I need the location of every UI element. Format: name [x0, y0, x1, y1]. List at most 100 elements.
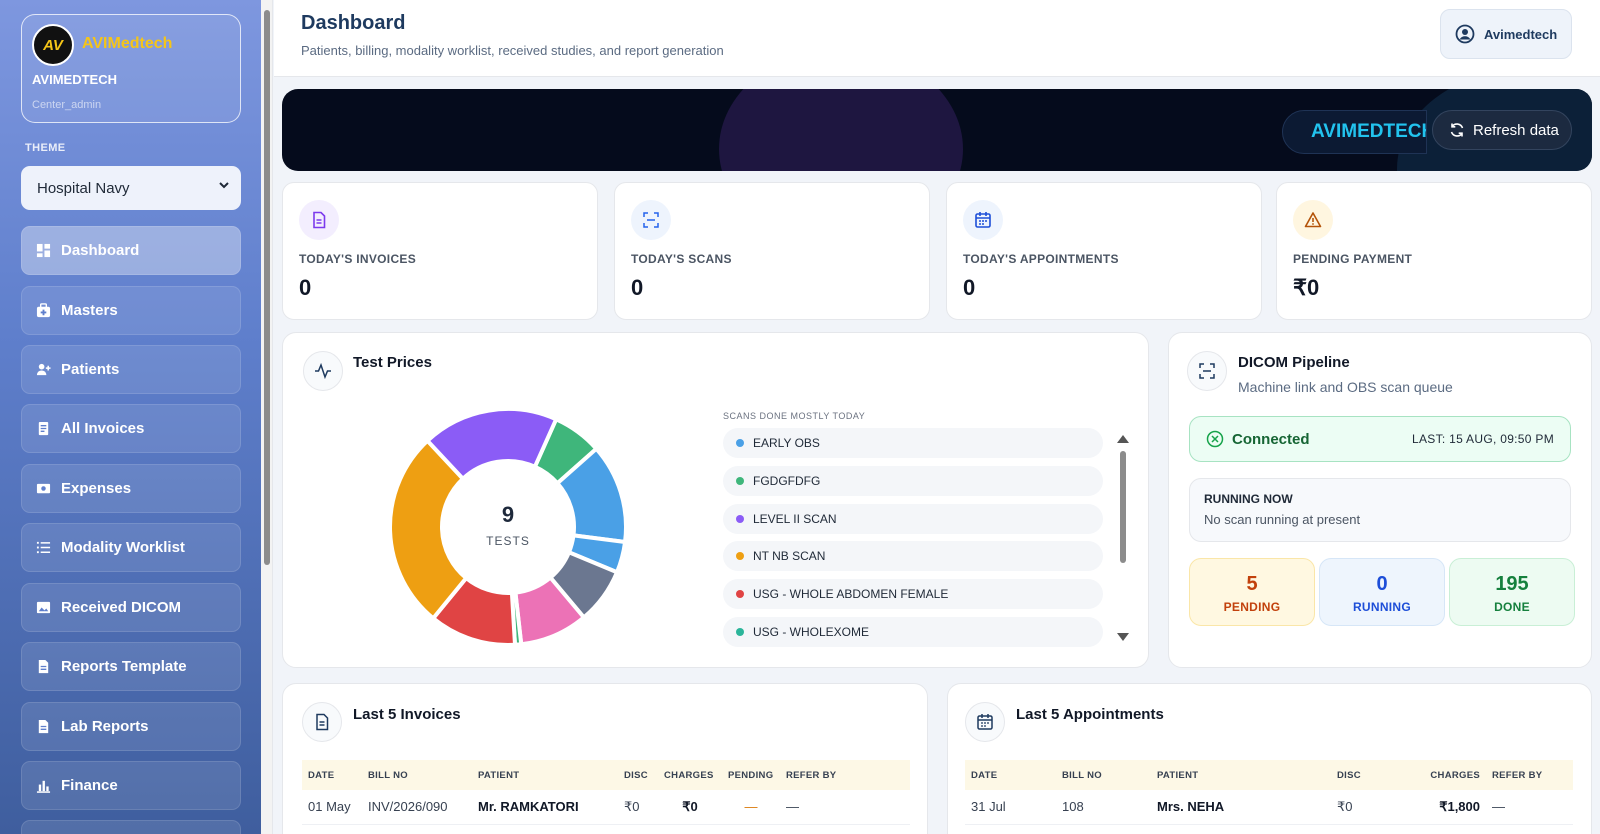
brand-ticker: AVIMEDTECH [1282, 110, 1427, 154]
legend-dot [736, 590, 744, 598]
sidebar-item-expenses[interactable]: Expenses [21, 464, 241, 513]
invoice-icon [302, 702, 342, 742]
brand-name: AVIMedtech [82, 35, 173, 52]
brand-logo: AV [32, 24, 74, 66]
hero-banner: AVIMEDTECH Refresh data [282, 89, 1592, 171]
column-header[interactable]: BILL NO [1056, 760, 1151, 790]
done-count[interactable]: 195 DONE [1449, 558, 1575, 626]
cell-refer-by: — [1486, 790, 1573, 825]
legend-label: EARLY OBS [753, 436, 820, 450]
brand-card[interactable]: AV AVIMedtech AVIMEDTECH Center_admin [21, 14, 241, 123]
dashboard-icon [36, 243, 51, 258]
donut-slice[interactable] [388, 437, 469, 622]
page-title: Dashboard [301, 12, 406, 34]
sidebar-item-dashboard[interactable]: Dashboard [21, 226, 241, 275]
legend-item[interactable]: NT NB SCAN [723, 541, 1103, 571]
legend-dot [736, 552, 744, 560]
stat-card-scans[interactable]: TODAY'S SCANS 0 [614, 182, 930, 320]
column-header[interactable]: DISC [1331, 760, 1391, 790]
cell-date: 31 Jul [965, 790, 1056, 825]
table-row[interactable]: 01 May INV/2026/090 Mr. RAMKATORI ₹0 ₹0 … [302, 790, 910, 825]
panel-title: DICOM Pipeline [1238, 354, 1350, 371]
column-header[interactable]: CHARGES [658, 760, 722, 790]
running-title: RUNNING NOW [1204, 492, 1293, 506]
cell-bill-no: 108 [1056, 790, 1151, 825]
close-circle-icon [1206, 430, 1224, 448]
refresh-label: Refresh data [1473, 121, 1559, 139]
sidebar-item-label: Patients [61, 361, 120, 378]
column-header[interactable]: PATIENT [1151, 760, 1331, 790]
sidebar-item-finance[interactable]: Finance [21, 761, 241, 810]
stat-card-invoices[interactable]: TODAY'S INVOICES 0 [282, 182, 598, 320]
chart-center-label: TESTS [486, 534, 530, 548]
legend-item[interactable]: LEVEL II SCAN [723, 504, 1103, 534]
pending-count[interactable]: 5 PENDING [1189, 558, 1315, 626]
table-row[interactable]: 31 Jul 108 Mrs. NEHA ₹0 ₹1,800 — [965, 790, 1573, 825]
legend-scrollbar[interactable] [1116, 435, 1130, 641]
sidebar-item-label: Finance [61, 777, 118, 794]
scrollbar-thumb[interactable] [264, 10, 270, 565]
sidebar-item-more[interactable] [21, 820, 241, 834]
warning-icon [1293, 200, 1333, 240]
dicom-pipeline-panel: DICOM Pipeline Machine link and OBS scan… [1168, 332, 1592, 668]
running-count[interactable]: 0 RUNNING [1319, 558, 1445, 626]
stat-value: 0 [963, 275, 976, 300]
sidebar-item-masters[interactable]: Masters [21, 286, 241, 335]
stat-card-pending-payment[interactable]: PENDING PAYMENT ₹0 [1276, 182, 1592, 320]
sidebar-item-lab-reports[interactable]: Lab Reports [21, 702, 241, 751]
refresh-data-button[interactable]: Refresh data [1432, 110, 1572, 150]
donut-chart: 9 TESTS [388, 407, 628, 647]
legend-item[interactable]: EARLY OBS [723, 428, 1103, 458]
legend-item[interactable]: USG - WHOLE ABDOMEN FEMALE [723, 579, 1103, 609]
calendar-icon [963, 200, 1003, 240]
legend-dot [736, 628, 744, 636]
sidebar-item-reports-template[interactable]: Reports Template [21, 642, 241, 691]
count-value: 5 [1246, 573, 1258, 595]
column-header[interactable]: BILL NO [362, 760, 472, 790]
connection-status: Connected LAST: 15 AUG, 09:50 PM [1189, 416, 1571, 462]
sidebar-item-all-invoices[interactable]: All Invoices [21, 404, 241, 453]
column-header[interactable]: PATIENT [472, 760, 618, 790]
cell-patient: Mr. RAMKATORI [472, 790, 618, 825]
scroll-up-icon [1117, 435, 1129, 443]
column-header[interactable]: REFER BY [780, 760, 910, 790]
connection-label: Connected [1232, 430, 1310, 448]
scroll-down-icon [1117, 633, 1129, 641]
legend-dot [736, 477, 744, 485]
sidebar-item-patients[interactable]: Patients [21, 345, 241, 394]
stat-label: TODAY'S INVOICES [299, 252, 417, 266]
user-role: Center_admin [32, 99, 102, 111]
stat-label: TODAY'S APPOINTMENTS [963, 252, 1119, 266]
sidebar-item-received-dicom[interactable]: Received DICOM [21, 583, 241, 632]
legend-label: LEVEL II SCAN [753, 512, 837, 526]
sidebar-item-label: Modality Worklist [61, 539, 185, 556]
column-header[interactable]: DATE [302, 760, 362, 790]
sidebar-item-modality-worklist[interactable]: Modality Worklist [21, 523, 241, 572]
theme-select[interactable]: Hospital Navy [21, 166, 241, 210]
image-icon [36, 601, 51, 614]
scrollbar-thumb [1120, 451, 1126, 563]
scan-icon [1187, 351, 1227, 391]
user-plus-icon [36, 363, 51, 376]
column-header[interactable]: REFER BY [1486, 760, 1573, 790]
legend-item[interactable]: FGDGFDFG [723, 466, 1103, 496]
scan-icon [631, 200, 671, 240]
bar-chart-icon [36, 780, 51, 793]
donut-slice[interactable] [424, 407, 559, 482]
stat-value: 0 [631, 275, 644, 300]
invoice-icon [299, 200, 339, 240]
column-header[interactable]: DATE [965, 760, 1056, 790]
table-header-row: DATE BILL NO PATIENT DISC CHARGES PENDIN… [302, 760, 910, 790]
test-prices-panel: Test Prices 9 TESTS SCANS DONE MOSTLY TO… [282, 332, 1149, 668]
legend-item[interactable]: USG - WHOLEXOME [723, 617, 1103, 647]
column-header[interactable]: PENDING [722, 760, 780, 790]
chart-center-value: 9 [502, 502, 514, 527]
column-header[interactable]: DISC [618, 760, 658, 790]
sidebar-item-label: Lab Reports [61, 718, 149, 735]
sidebar-scrollbar[interactable] [261, 0, 273, 834]
column-header[interactable]: CHARGES [1391, 760, 1486, 790]
stat-card-appointments[interactable]: TODAY'S APPOINTMENTS 0 [946, 182, 1262, 320]
last-invoices-panel: Last 5 Invoices DATE BILL NO PATIENT DIS… [282, 683, 928, 834]
file-icon [38, 719, 49, 734]
user-menu-button[interactable]: Avimedtech [1440, 9, 1572, 59]
